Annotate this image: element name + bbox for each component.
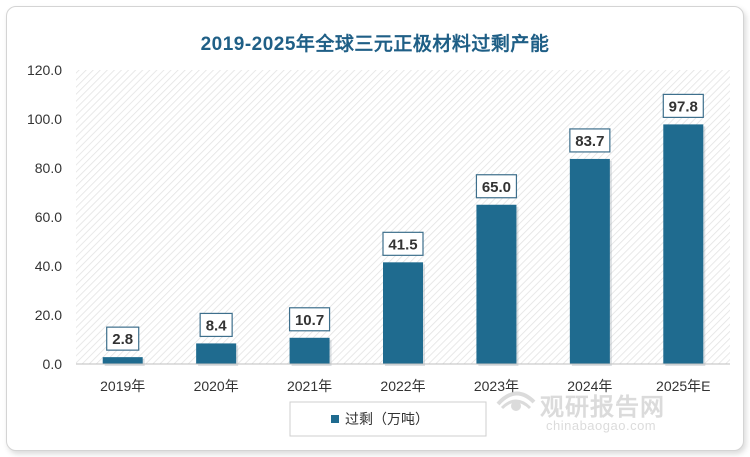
bar [569,158,610,364]
data-label: 2.8 [112,331,133,348]
legend-label: 过剩（万吨） [345,411,429,427]
data-label-box [288,307,331,332]
bar [102,357,143,364]
y-tick-label: 60.0 [35,209,62,225]
data-label: 97.8 [669,98,698,115]
data-label-box [569,128,611,153]
data-label-box [382,231,424,256]
watermark-title: 观研报告网 [540,394,665,421]
eye-swirl-icon [496,391,536,411]
data-label-box [199,312,233,338]
y-tick-label: 80.0 [35,160,62,176]
data-label: 41.5 [388,236,417,253]
bar [383,262,423,364]
x-tick-label: 2021年 [287,378,332,394]
y-tick-label: 100.0 [27,111,62,127]
x-tick-label: 2025年E [656,378,710,394]
legend: 过剩（万吨） [289,401,487,437]
y-tick-label: 40.0 [35,258,62,274]
watermark-url: chinabaogao.com [546,418,657,433]
data-label: 10.7 [295,312,324,329]
data-label: 65.0 [482,179,511,196]
x-tick-label: 2024年 [567,378,612,394]
y-tick-label: 120.0 [27,62,62,78]
bar [289,337,330,364]
x-tick-label: 2019年 [100,378,145,394]
x-tick-label: 2022年 [380,378,425,394]
bar [196,343,237,364]
bar [476,204,517,364]
watermark: 观研报告网 chinabaogao.com [496,385,706,437]
y-tick-label: 20.0 [35,307,62,323]
x-tick-label: 2020年 [194,378,239,394]
bar [663,124,704,364]
legend-box [289,401,487,437]
data-label: 83.7 [575,133,604,150]
data-label: 8.4 [206,317,228,334]
data-label-box [475,174,518,199]
chart-title: 2019-2025年全球三元正极材料过剩产能 [200,34,550,55]
legend-swatch [331,415,339,423]
data-label-box [662,93,704,118]
x-tick-label: 2023年 [474,378,519,394]
y-tick-label: 0.0 [43,356,63,372]
data-label-box [106,326,140,351]
